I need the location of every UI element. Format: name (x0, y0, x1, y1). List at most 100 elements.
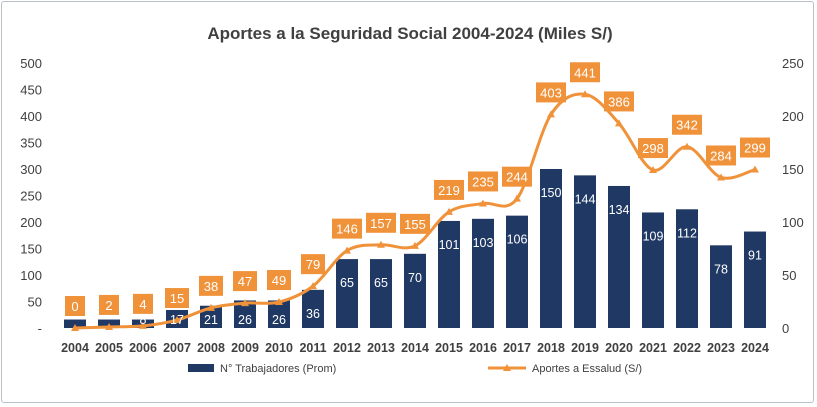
legend-line-label: Aportes a Essalud (S/) (532, 363, 642, 375)
line-marker (173, 316, 181, 324)
bar (676, 209, 698, 328)
x-axis: 2004 2005 2006 2007 2008 2009 2010 2011 2012 2013… (61, 341, 769, 355)
line-label-box (570, 62, 600, 83)
bar (540, 169, 562, 328)
bar (268, 300, 290, 328)
legend-bar-label: N° Trabajadores (Prom) (220, 363, 336, 375)
line-data-label: 299 (744, 141, 766, 156)
left-tick-label: 200 (20, 215, 42, 230)
line-label-box (267, 270, 291, 291)
bar-data-label: 101 (439, 238, 460, 252)
line-marker (275, 298, 283, 306)
line-marker (479, 199, 487, 207)
line-label-box (502, 166, 532, 187)
line-marker (717, 173, 725, 181)
line-marker (615, 119, 623, 127)
x-tick-label: 2007 (163, 341, 191, 355)
line-data-label: 235 (472, 174, 494, 189)
x-tick-label: 2022 (673, 341, 701, 355)
bar (710, 245, 732, 328)
line-label-box (740, 137, 770, 158)
line-data-label: 386 (608, 94, 630, 109)
bar-data-label: 103 (473, 236, 494, 250)
line-marker (105, 322, 113, 330)
x-tick-label: 2009 (231, 341, 259, 355)
left-tick-label: 300 (20, 162, 42, 177)
line-marker (71, 324, 79, 331)
right-axis: 0 50 100 150 200 250 (782, 56, 804, 336)
bar-data-label: 8 (140, 313, 147, 327)
line-label-box (133, 293, 153, 314)
line-marker (343, 246, 351, 254)
left-tick-label: 250 (20, 189, 42, 204)
line-marker (581, 90, 589, 98)
line-data-label: 0 (71, 299, 78, 314)
line-label-box (706, 145, 736, 166)
x-tick-label: 2011 (299, 341, 326, 355)
x-tick-label: 2008 (197, 341, 225, 355)
line-data-label: 219 (438, 183, 460, 198)
legend: N° Trabajadores (Prom) Aportes a Essalud… (188, 363, 642, 375)
line-data-label: 49 (272, 273, 286, 288)
line-data-label: 441 (574, 65, 596, 80)
x-tick-label: 2005 (95, 341, 123, 355)
left-axis: - 50 100 150 200 250 300 350 400 450 500 (20, 56, 42, 336)
line-data-label: 403 (540, 85, 562, 100)
x-tick-label: 2014 (401, 341, 429, 355)
line-data-label: 4 (139, 297, 146, 312)
line-data-label: 146 (336, 222, 358, 237)
line-label-box (536, 82, 566, 103)
bar (234, 300, 256, 328)
bar-data-label: 17 (170, 313, 184, 327)
right-tick-label: 0 (782, 321, 789, 336)
chart-title: Aportes a la Seguridad Social 2004-2024 … (207, 24, 612, 43)
line-data-label: 284 (710, 148, 732, 163)
line-label-box (65, 296, 85, 316)
bar (64, 319, 86, 328)
x-tick-label: 2013 (367, 341, 395, 355)
line-marker (139, 321, 147, 329)
left-tick-label: 500 (20, 56, 42, 71)
line-label-box (434, 179, 464, 200)
line-marker (309, 282, 317, 290)
left-tick-label: 150 (20, 242, 42, 257)
line-label-box (165, 288, 189, 309)
bar-data-label: 144 (575, 192, 596, 206)
line-marker (377, 240, 385, 248)
bar (404, 253, 426, 328)
left-tick-label: - (38, 321, 42, 336)
line-marker (411, 241, 419, 249)
bar-data-label: 106 (507, 233, 528, 247)
bar (744, 231, 766, 328)
x-tick-label: 2015 (435, 341, 463, 355)
line-markers (71, 90, 759, 331)
left-tick-label: 100 (20, 268, 42, 283)
line-label-box (199, 275, 223, 296)
x-tick-label: 2006 (129, 341, 157, 355)
line-marker (683, 142, 691, 150)
x-tick-label: 2018 (537, 341, 565, 355)
line-data-labels: 0 2 4 15 38 47 49 79 146 157 155 219 235 244 403 441 386… (65, 62, 770, 316)
bar-data-label: 65 (374, 276, 388, 290)
x-tick-label: 2023 (707, 341, 735, 355)
bar-data-label: 150 (541, 186, 562, 200)
bar (574, 175, 596, 328)
x-tick-label: 2024 (741, 341, 769, 355)
line-data-label: 298 (642, 141, 664, 156)
bar (370, 259, 392, 328)
bar-data-label: 36 (306, 307, 320, 321)
bar-data-label: 78 (714, 262, 728, 276)
x-tick-label: 2021 (639, 341, 667, 355)
x-tick-label: 2004 (61, 341, 89, 355)
left-tick-label: 350 (20, 136, 42, 151)
line-label-box (99, 294, 119, 315)
bar-data-label: 26 (272, 313, 286, 327)
bar (506, 215, 528, 328)
bar (302, 289, 324, 328)
line-data-label: 15 (170, 291, 184, 306)
line-marker (751, 165, 759, 173)
line-data-label: 2 (105, 298, 112, 313)
bar (438, 220, 460, 328)
line-label-box (604, 91, 634, 112)
